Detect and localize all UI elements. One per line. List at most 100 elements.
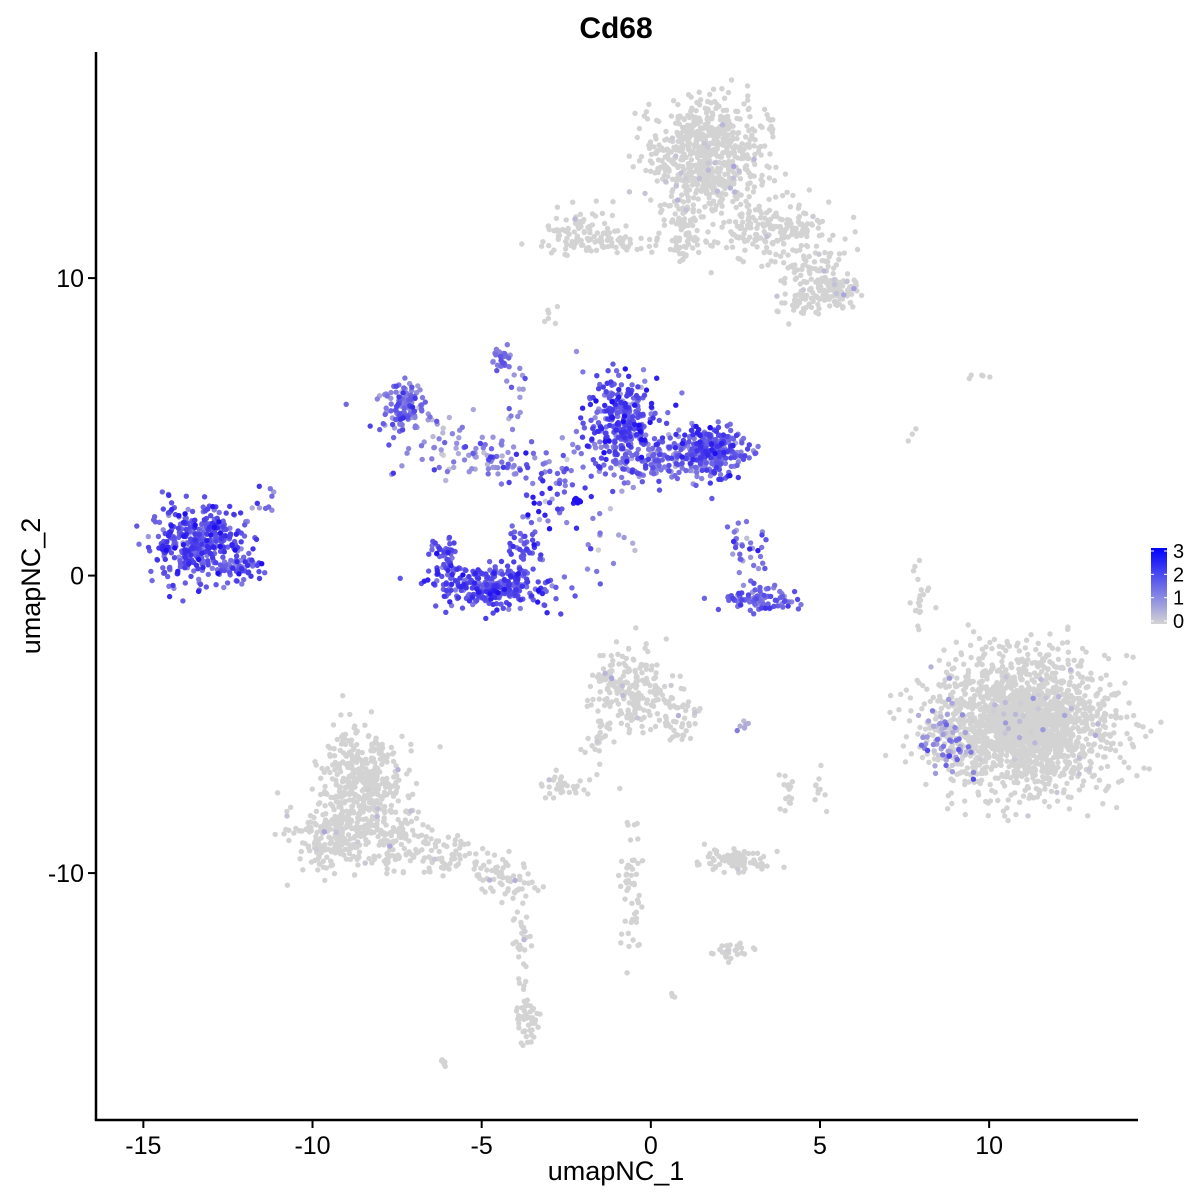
cell-point [597,761,603,767]
cell-point [1013,696,1020,702]
cell-point [525,871,531,877]
cell-point [969,717,976,724]
cell-point [421,869,427,875]
cell-point [694,99,700,106]
cell-point [392,856,399,863]
cell-point [368,771,374,777]
cell-point [1007,748,1013,754]
cell-point [634,820,640,827]
cell-point [719,141,725,148]
cell-point [355,862,361,868]
cell-point [398,841,405,848]
cell-point [714,146,720,152]
cell-point [707,91,713,98]
cell-point [697,97,704,103]
cell-point [1055,656,1062,662]
cell-point [456,852,463,858]
cell-point [1061,712,1068,719]
cell-point [335,799,341,806]
cell-point [315,856,321,862]
cell-point [607,662,614,669]
cell-point [390,825,397,831]
cell-point [1053,750,1059,756]
cell-point [564,229,571,235]
cell-point [630,484,636,491]
cell-point [670,187,676,193]
cell-point [1107,733,1114,739]
cell-point [1023,771,1029,777]
cell-point [705,167,712,173]
cell-point [350,782,357,789]
cell-point [1062,766,1068,772]
cell-point [782,291,788,297]
cell-point [331,753,338,759]
cell-point [695,196,701,202]
cell-point [679,703,685,710]
cell-point [1090,721,1096,728]
cell-point [694,227,700,234]
cell-point [638,235,644,241]
cell-point [915,731,921,737]
cell-point [642,190,648,197]
cell-point [680,124,686,131]
cell-point [1088,716,1095,722]
cell-point [1025,715,1032,721]
cell-point [632,700,638,706]
cell-point [624,887,630,894]
cell-point [663,636,669,642]
cell-point [334,736,340,743]
cell-point [281,831,287,837]
cell-point [986,714,993,720]
cell-point [363,756,369,762]
cell-point [1134,773,1140,779]
cell-point [484,461,491,467]
cell-point [738,155,744,162]
cell-point [313,836,319,843]
cell-point [679,143,685,149]
cell-point [963,702,969,709]
cell-point [690,245,696,251]
cell-point [712,160,718,166]
cell-point [506,875,513,882]
cell-point [951,711,957,718]
cell-point [1059,741,1065,748]
cell-point [725,959,732,965]
cell-point [421,439,427,445]
cell-point [811,259,818,265]
cell-point [683,175,689,182]
cell-point [807,286,814,292]
cell-point [428,847,435,854]
cell-point [998,751,1004,757]
cell-point [1032,767,1039,774]
cell-point [305,844,312,850]
cell-point [550,795,557,801]
cell-point [917,724,923,731]
cell-point [930,694,936,701]
cell-point [681,151,687,157]
cell-point [971,762,977,768]
cell-point [393,788,399,794]
cell-point [619,683,626,689]
cell-point [1105,656,1112,662]
cell-point [347,711,353,718]
cell-point [490,434,496,440]
cell-point [1051,705,1057,712]
cell-point [589,672,596,678]
cell-point [1024,777,1030,783]
cell-point [595,708,601,714]
cell-point [542,498,549,504]
cell-point [378,830,384,837]
cell-point [1083,726,1089,733]
cell-point [581,216,587,223]
cell-point [1027,672,1033,678]
cell-point [945,793,951,799]
cell-point [722,171,728,177]
cell-point [366,732,372,739]
cell-point [752,231,759,238]
cell-point [991,753,997,759]
cell-point [556,232,563,239]
cell-point [1125,764,1132,771]
cell-point [1095,752,1101,758]
cell-point [1089,773,1096,780]
cell-point [950,689,956,695]
